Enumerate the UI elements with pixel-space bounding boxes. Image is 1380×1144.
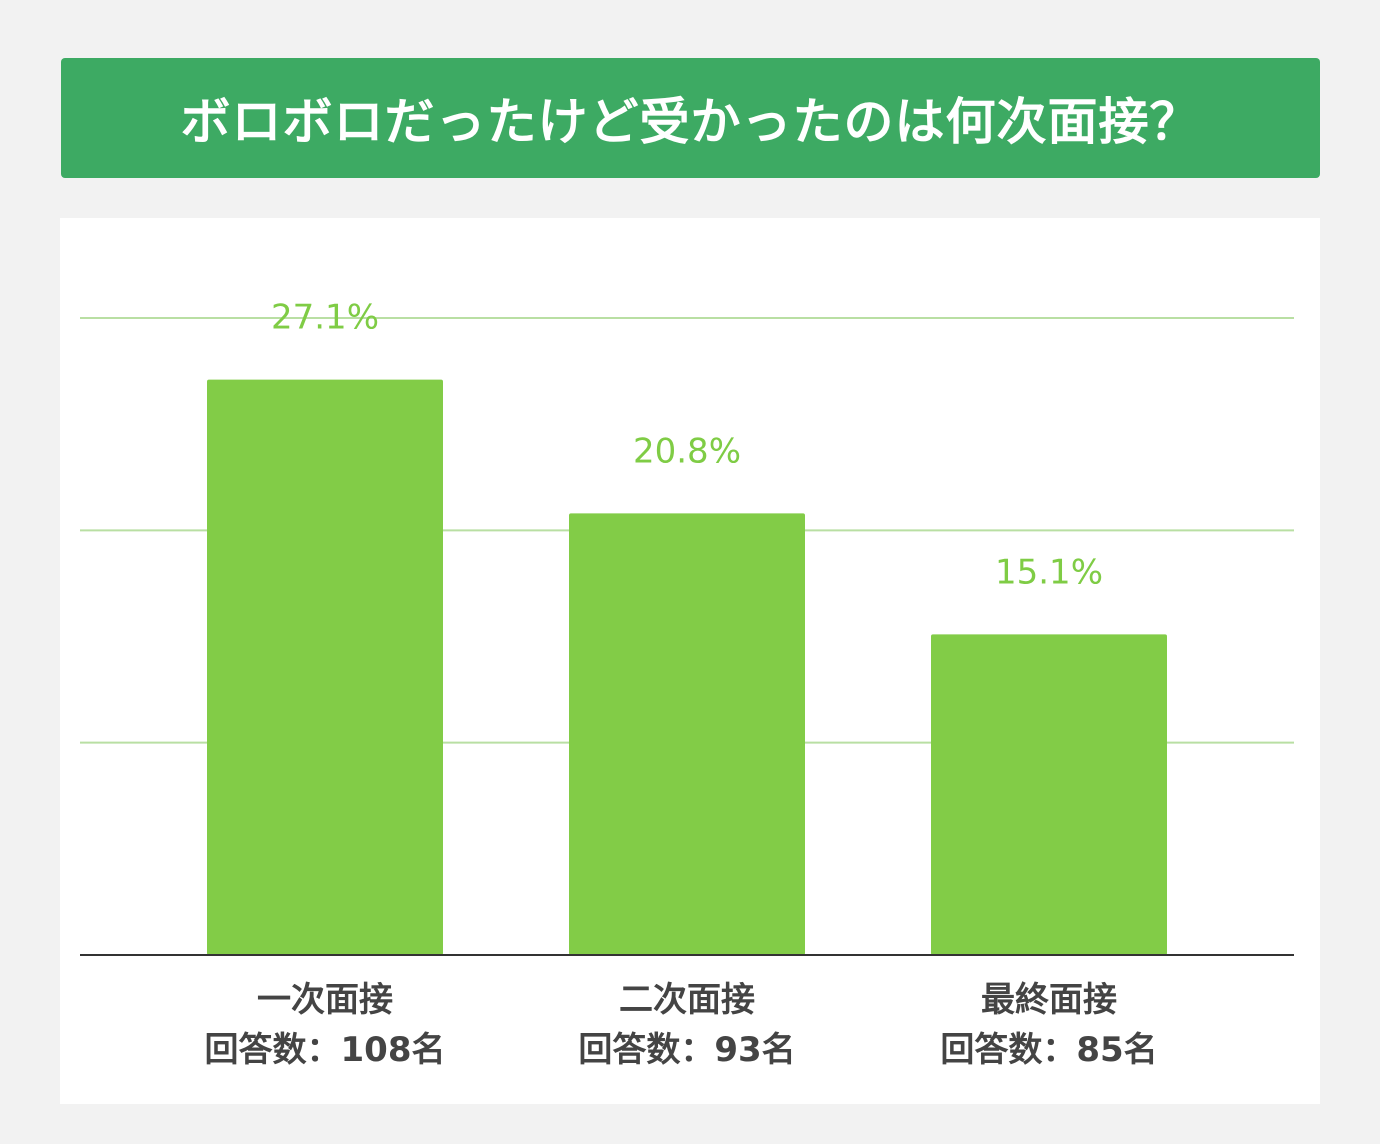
chart-panel: 27.1% 20.8% 15.1% 一次面接回答数：108名 二次面接回答数：93名 最… (60, 218, 1320, 1104)
chart-title: ボロボロだったけど受かったのは何次面接？ (180, 93, 1201, 151)
value-label-2: 20.8% (633, 431, 741, 471)
value-label-3: 15.1% (995, 552, 1103, 592)
respondent-count-1: 回答数：108名 (205, 1030, 446, 1070)
category-label-2: 二次面接 (619, 980, 755, 1020)
respondent-count-3: 回答数：85名 (940, 1030, 1157, 1070)
bar-3 (931, 634, 1167, 955)
title-banner: ボロボロだったけど受かったのは何次面接？ (61, 58, 1320, 178)
respondent-count-2: 回答数：93名 (578, 1030, 795, 1070)
bar-2 (569, 513, 805, 955)
bar-1 (207, 379, 443, 955)
value-label-1: 27.1% (271, 298, 379, 338)
category-label-3: 最終面接 (981, 980, 1117, 1020)
value-labels: 27.1% 20.8% 15.1% (271, 298, 1103, 593)
bars (207, 379, 1167, 955)
category-label-1: 一次面接 (257, 980, 393, 1020)
